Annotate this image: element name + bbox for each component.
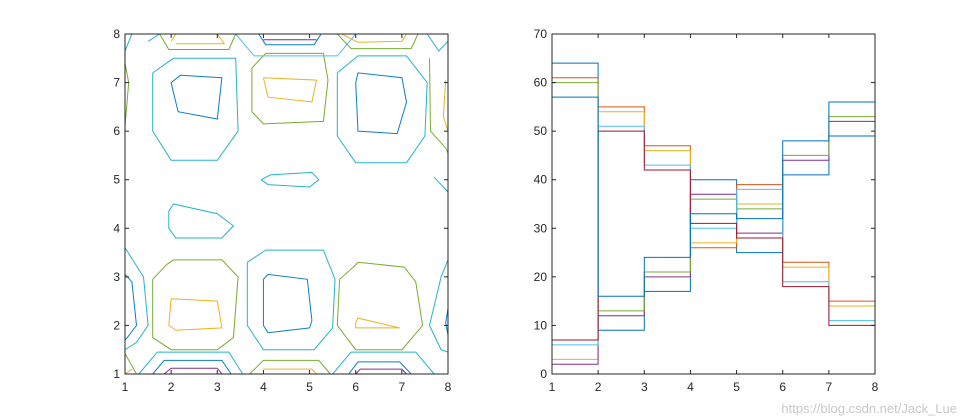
stairs-x-axis: 1 2 3 4 5 6 7 8 [549, 34, 879, 394]
contour-line [124, 353, 137, 375]
contour-line [429, 58, 449, 154]
contour-line [428, 259, 449, 353]
contour-line [262, 77, 318, 103]
stairs-series-line [552, 82, 876, 355]
stairs-x-tick-label: 3 [641, 380, 648, 394]
contour-line [332, 351, 435, 375]
contour-line [124, 33, 133, 52]
stairs-y-tick-label: 50 [534, 124, 548, 138]
contour-line [262, 273, 313, 334]
contour-line [235, 33, 357, 57]
contour-line [251, 52, 329, 125]
contour-y-tick-label: 6 [113, 124, 120, 138]
contour-line [433, 176, 449, 193]
contour-x-tick-label: 1 [122, 380, 129, 394]
stairs-series [552, 62, 876, 370]
stairs-y-tick-label: 40 [534, 173, 548, 187]
contour-line [355, 317, 400, 329]
contour-line [260, 171, 320, 188]
stairs-x-tick-label: 6 [779, 380, 786, 394]
stairs-y-tick-label: 70 [534, 27, 548, 41]
stairs-axes-frame [551, 33, 876, 375]
contour-x-axis: 1 2 3 4 5 6 7 8 [122, 34, 452, 394]
contour-line [124, 63, 130, 127]
contour-line [147, 33, 160, 42]
contour-line [355, 368, 407, 375]
contour-line [175, 33, 226, 45]
stairs-y-axis: 0 10 20 30 40 50 60 70 [534, 27, 875, 381]
contour-line [152, 359, 232, 375]
contour-line [336, 33, 419, 50]
stairs-series-line [552, 87, 876, 346]
contour-line [249, 359, 331, 375]
contour-line [152, 259, 239, 351]
stairs-y-tick-label: 60 [534, 76, 548, 90]
contour-y-tick-label: 8 [113, 27, 120, 41]
stairs-x-tick-label: 5 [733, 380, 740, 394]
contour-line [138, 351, 244, 375]
contour-line [168, 203, 235, 239]
contour-line [442, 80, 449, 132]
contour-lines [124, 33, 449, 375]
contour-line [170, 33, 177, 42]
contour-line [124, 368, 133, 375]
stairs-series-line [552, 92, 876, 341]
contour-line [168, 298, 223, 331]
contour-line [341, 33, 407, 43]
contour-line [246, 249, 336, 351]
contour-y-tick-label: 3 [113, 270, 120, 284]
contour-x-tick-label: 5 [306, 380, 313, 394]
contour-line [355, 72, 408, 135]
contour-x-tick-label: 3 [214, 380, 221, 394]
stairs-x-tick-label: 7 [826, 380, 833, 394]
contour-y-tick-label: 7 [113, 76, 120, 90]
stairs-series-line [552, 96, 876, 370]
contour-y-tick-label: 5 [113, 173, 120, 187]
stairs-x-tick-label: 4 [687, 380, 694, 394]
contour-x-tick-label: 8 [445, 380, 452, 394]
contour-line [170, 74, 223, 120]
watermark-text: https://blog.csdn.net/Jack_Lue [781, 401, 957, 416]
stairs-plot: 1 2 3 4 5 6 7 8 0 10 20 30 40 50 60 70 [534, 27, 879, 394]
contour-y-tick-label: 1 [113, 367, 120, 381]
contour-y-tick-label: 4 [113, 221, 120, 235]
stairs-y-tick-label: 30 [534, 221, 548, 235]
contour-line [124, 274, 138, 341]
stairs-y-tick-label: 20 [534, 270, 548, 284]
contour-x-tick-label: 2 [168, 380, 175, 394]
stairs-x-tick-label: 8 [872, 380, 879, 394]
stairs-x-tick-label: 2 [595, 380, 602, 394]
contour-line [152, 57, 239, 161]
stairs-y-tick-label: 10 [534, 318, 548, 332]
contour-line [159, 33, 237, 50]
contour-line [426, 33, 449, 52]
contour-axes-frame [124, 33, 449, 375]
contour-line [336, 261, 424, 351]
contour-line [445, 308, 449, 336]
contour-y-axis: 1 2 3 4 5 6 7 8 [113, 27, 448, 381]
stairs-x-tick-label: 1 [549, 380, 556, 394]
contour-line [263, 368, 317, 375]
contour-x-tick-label: 7 [399, 380, 406, 394]
contour-line [163, 367, 223, 375]
stairs-y-tick-label: 0 [540, 367, 547, 381]
contour-y-tick-label: 2 [113, 318, 120, 332]
contour-line [124, 247, 149, 351]
contour-plot: 1 2 3 4 5 6 7 8 1 2 3 4 5 6 7 8 [113, 27, 451, 394]
contour-line [258, 33, 322, 46]
contour-line [336, 55, 428, 164]
contour-x-tick-label: 6 [352, 380, 359, 394]
contour-line [348, 361, 412, 375]
contour-x-tick-label: 4 [260, 380, 267, 394]
